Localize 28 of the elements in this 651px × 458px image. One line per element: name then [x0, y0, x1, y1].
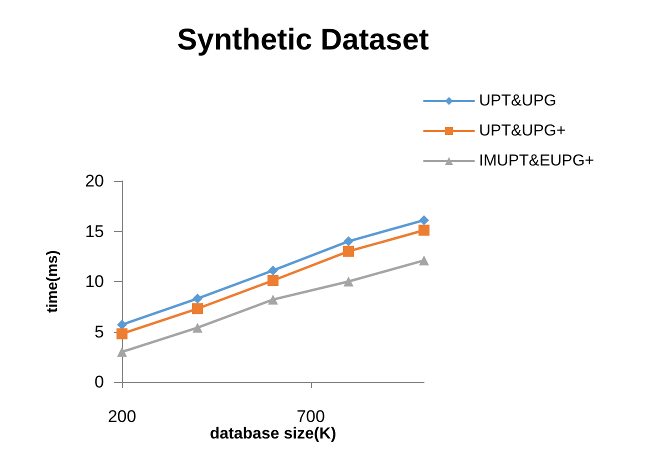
point — [192, 303, 203, 314]
y-tick-label: 0 — [94, 372, 104, 392]
x-axis-title: database size(K) — [210, 425, 336, 442]
y-tick-label: 5 — [94, 322, 104, 342]
point — [268, 274, 278, 286]
y-tick-label: 20 — [85, 172, 104, 190]
x-tick-label: 700 — [296, 407, 325, 426]
point — [344, 236, 354, 246]
point — [419, 215, 429, 226]
point — [116, 328, 128, 340]
x-tick-label: 200 — [108, 407, 136, 426]
point — [192, 294, 202, 304]
point — [268, 294, 278, 305]
point — [344, 276, 354, 286]
point — [418, 224, 430, 236]
legend-label: UPT&UPG — [479, 92, 556, 110]
point — [268, 265, 278, 276]
chart-title: Synthetic Dataset — [177, 24, 429, 56]
point — [117, 346, 127, 357]
point — [343, 246, 354, 257]
legend-label: UPT&UPG+ — [479, 122, 566, 140]
y-axis-title: time(ms) — [44, 250, 61, 313]
point — [117, 320, 127, 330]
y-tick-label: 10 — [85, 272, 104, 291]
y-tick-label: 15 — [85, 222, 104, 241]
point — [419, 255, 429, 266]
point — [192, 322, 202, 333]
legend-label: IMUPT&EUPG+ — [479, 152, 594, 170]
